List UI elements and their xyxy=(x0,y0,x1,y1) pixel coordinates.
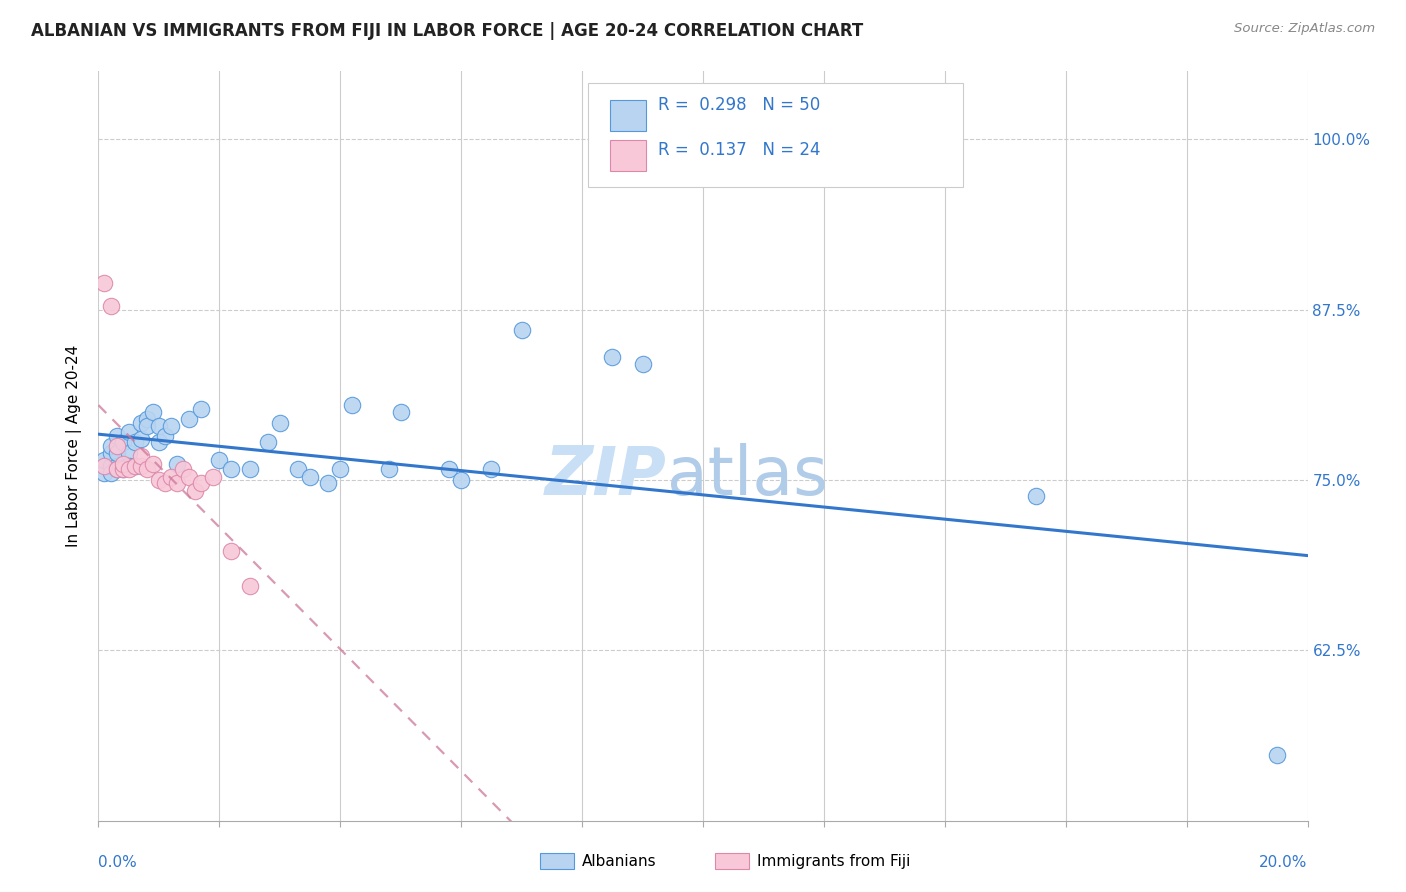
Point xyxy=(129,432,152,446)
Point xyxy=(342,398,364,412)
Point xyxy=(111,457,134,471)
Point xyxy=(118,462,141,476)
Point xyxy=(1267,748,1289,763)
Point xyxy=(129,459,152,474)
Point xyxy=(93,452,115,467)
Point xyxy=(105,439,128,453)
Point xyxy=(160,470,183,484)
FancyBboxPatch shape xyxy=(716,853,749,870)
Point xyxy=(118,446,141,460)
Point xyxy=(202,470,225,484)
Point xyxy=(153,429,176,443)
Point xyxy=(93,459,115,474)
Point xyxy=(111,462,134,476)
Point xyxy=(287,462,309,476)
Point xyxy=(135,418,157,433)
Point xyxy=(208,452,231,467)
Text: R =  0.298   N = 50: R = 0.298 N = 50 xyxy=(658,96,821,114)
Point xyxy=(179,470,201,484)
FancyBboxPatch shape xyxy=(610,100,647,131)
Text: atlas: atlas xyxy=(666,443,828,509)
Point xyxy=(148,434,170,449)
Point xyxy=(1024,490,1046,504)
Point xyxy=(221,544,243,558)
Point xyxy=(437,462,460,476)
Point xyxy=(118,459,141,474)
Point xyxy=(93,459,115,474)
Point xyxy=(135,411,157,425)
Point xyxy=(602,351,624,365)
Point xyxy=(148,418,170,433)
Point xyxy=(100,467,122,481)
Y-axis label: In Labor Force | Age 20-24: In Labor Force | Age 20-24 xyxy=(66,345,83,547)
Point xyxy=(105,462,128,476)
Point xyxy=(111,434,134,449)
Point xyxy=(510,323,533,337)
Point xyxy=(100,439,122,453)
Point xyxy=(239,462,262,476)
Text: ZIP: ZIP xyxy=(546,443,666,509)
Point xyxy=(166,457,188,471)
Point xyxy=(105,446,128,460)
Point xyxy=(148,473,170,487)
Point xyxy=(135,462,157,476)
Point xyxy=(100,299,122,313)
Point xyxy=(124,459,146,474)
Point xyxy=(129,449,152,463)
Point xyxy=(160,418,183,433)
Point xyxy=(481,462,503,476)
Point xyxy=(129,416,152,430)
Point xyxy=(111,462,134,476)
Point xyxy=(124,459,146,474)
Text: 20.0%: 20.0% xyxy=(1260,855,1308,870)
Point xyxy=(190,402,212,417)
Point xyxy=(142,405,165,419)
Point xyxy=(329,462,352,476)
Point xyxy=(239,579,262,593)
Point xyxy=(100,459,122,474)
Point xyxy=(377,462,399,476)
FancyBboxPatch shape xyxy=(588,83,963,187)
Point xyxy=(631,357,654,371)
Point xyxy=(299,470,322,484)
Point xyxy=(100,446,122,460)
Point xyxy=(269,416,291,430)
Point xyxy=(153,475,176,490)
Point xyxy=(221,462,243,476)
Point xyxy=(450,473,472,487)
Point xyxy=(190,475,212,490)
Point xyxy=(124,434,146,449)
Point xyxy=(93,276,115,290)
Text: Immigrants from Fiji: Immigrants from Fiji xyxy=(758,854,911,869)
Point xyxy=(172,462,194,476)
Point xyxy=(184,483,207,498)
Text: 0.0%: 0.0% xyxy=(98,855,138,870)
Point xyxy=(118,425,141,440)
Point xyxy=(93,467,115,481)
Point xyxy=(179,411,201,425)
Point xyxy=(256,434,278,449)
Text: Source: ZipAtlas.com: Source: ZipAtlas.com xyxy=(1234,22,1375,36)
Point xyxy=(105,462,128,476)
Point xyxy=(316,475,339,490)
FancyBboxPatch shape xyxy=(610,139,647,171)
FancyBboxPatch shape xyxy=(540,853,574,870)
Point xyxy=(105,459,128,474)
Text: ALBANIAN VS IMMIGRANTS FROM FIJI IN LABOR FORCE | AGE 20-24 CORRELATION CHART: ALBANIAN VS IMMIGRANTS FROM FIJI IN LABO… xyxy=(31,22,863,40)
Text: Albanians: Albanians xyxy=(582,854,657,869)
Point xyxy=(389,405,412,419)
Point xyxy=(105,429,128,443)
Point xyxy=(142,457,165,471)
Point xyxy=(166,475,188,490)
Text: R =  0.137   N = 24: R = 0.137 N = 24 xyxy=(658,141,821,159)
